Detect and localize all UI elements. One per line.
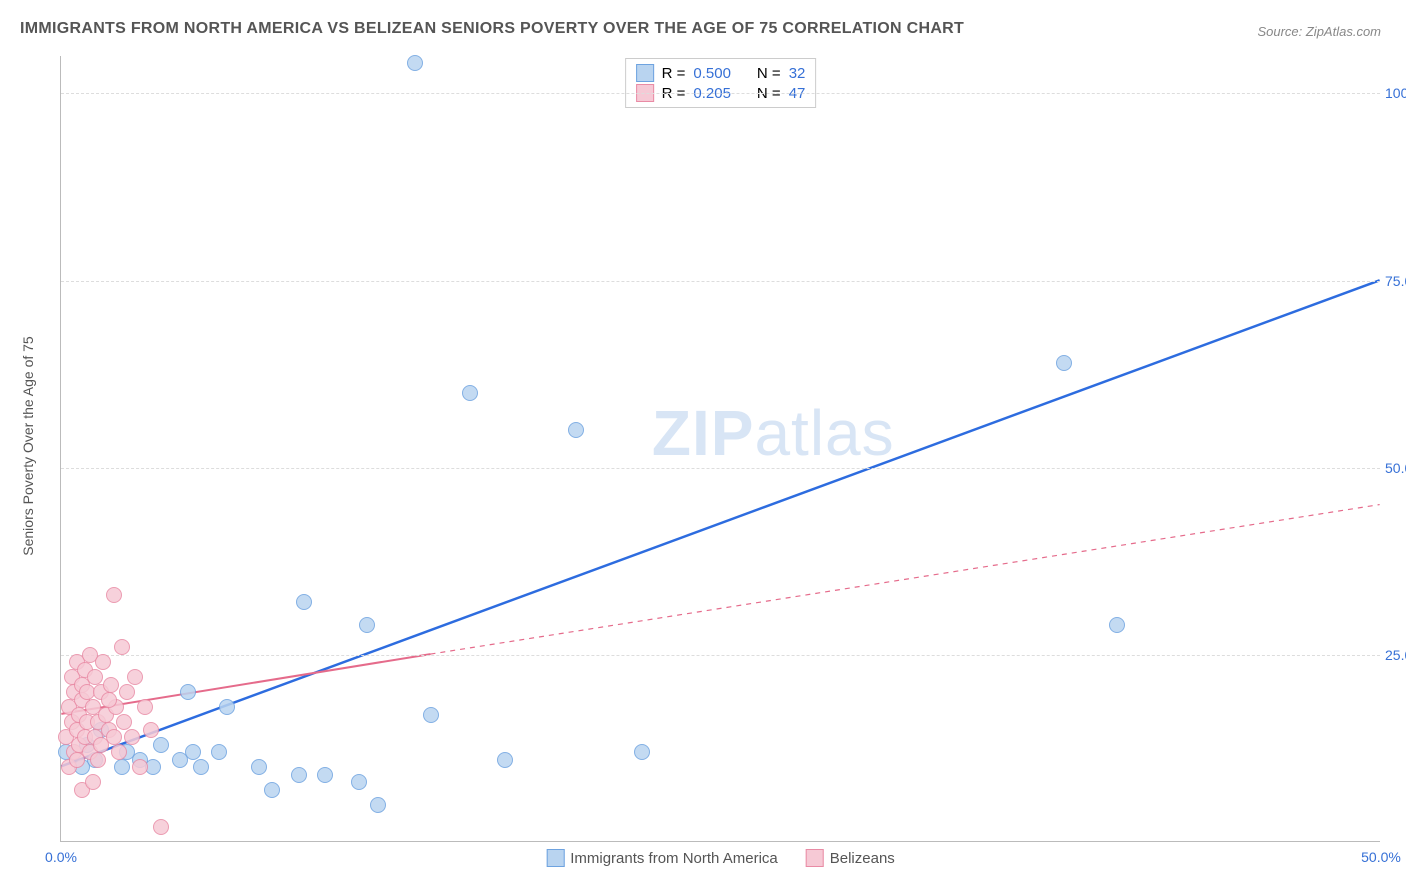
data-point-blue — [211, 744, 227, 760]
x-tick-label: 50.0% — [1361, 849, 1401, 865]
data-point-pink — [69, 752, 85, 768]
data-point-pink — [127, 669, 143, 685]
data-point-pink — [114, 639, 130, 655]
data-point-blue — [180, 684, 196, 700]
data-point-pink — [85, 774, 101, 790]
legend-label-blue: Immigrants from North America — [570, 850, 778, 867]
data-point-blue — [264, 782, 280, 798]
data-point-blue — [317, 767, 333, 783]
source-attribution: Source: ZipAtlas.com — [1257, 24, 1381, 39]
data-point-pink — [106, 587, 122, 603]
legend-r-blue-value: 0.500 — [693, 65, 731, 82]
data-point-pink — [153, 819, 169, 835]
data-point-pink — [103, 677, 119, 693]
legend-r-label: R = — [662, 65, 686, 82]
data-point-pink — [132, 759, 148, 775]
x-tick-label: 0.0% — [45, 849, 77, 865]
data-point-blue — [153, 737, 169, 753]
trend-line — [61, 280, 1379, 766]
data-point-pink — [116, 714, 132, 730]
legend-item-pink: Belizeans — [806, 849, 895, 867]
data-point-pink — [143, 722, 159, 738]
y-tick-label: 75.0% — [1385, 273, 1406, 289]
legend-label-pink: Belizeans — [830, 850, 895, 867]
legend-correlation-box: R = 0.500 N = 32 R = 0.205 N = 47 — [625, 58, 817, 108]
legend-series-box: Immigrants from North America Belizeans — [546, 849, 895, 867]
data-point-blue — [568, 422, 584, 438]
legend-item-blue: Immigrants from North America — [546, 849, 778, 867]
data-point-pink — [87, 669, 103, 685]
legend-n-label: N = — [757, 65, 781, 82]
watermark-atlas: atlas — [754, 397, 894, 469]
data-point-blue — [407, 55, 423, 71]
data-point-blue — [351, 774, 367, 790]
data-point-blue — [1056, 355, 1072, 371]
data-point-blue — [1109, 617, 1125, 633]
data-point-blue — [185, 744, 201, 760]
y-tick-label: 50.0% — [1385, 460, 1406, 476]
data-point-pink — [124, 729, 140, 745]
data-point-pink — [90, 752, 106, 768]
gridline-horizontal — [61, 655, 1380, 656]
data-point-blue — [370, 797, 386, 813]
gridline-horizontal — [61, 281, 1380, 282]
chart-title: IMMIGRANTS FROM NORTH AMERICA VS BELIZEA… — [20, 20, 964, 38]
data-point-blue — [462, 385, 478, 401]
data-point-blue — [291, 767, 307, 783]
data-point-blue — [219, 699, 235, 715]
data-point-pink — [137, 699, 153, 715]
y-tick-label: 25.0% — [1385, 647, 1406, 663]
swatch-blue — [546, 849, 564, 867]
trend-line — [430, 505, 1379, 655]
legend-n-blue-value: 32 — [789, 65, 806, 82]
plot-area: ZIPatlas R = 0.500 N = 32 R = 0.205 N = … — [60, 56, 1380, 842]
data-point-blue — [634, 744, 650, 760]
y-axis-label: Seniors Poverty Over the Age of 75 — [20, 336, 36, 555]
y-tick-label: 100.0% — [1385, 85, 1406, 101]
data-point-pink — [106, 729, 122, 745]
gridline-horizontal — [61, 468, 1380, 469]
trend-lines-layer — [61, 56, 1380, 841]
data-point-pink — [101, 692, 117, 708]
data-point-blue — [296, 594, 312, 610]
gridline-horizontal — [61, 93, 1380, 94]
data-point-pink — [119, 684, 135, 700]
data-point-blue — [114, 759, 130, 775]
data-point-blue — [251, 759, 267, 775]
legend-row-blue: R = 0.500 N = 32 — [636, 63, 806, 83]
data-point-blue — [359, 617, 375, 633]
data-point-blue — [193, 759, 209, 775]
data-point-pink — [95, 654, 111, 670]
data-point-pink — [111, 744, 127, 760]
data-point-blue — [497, 752, 513, 768]
swatch-blue — [636, 64, 654, 82]
watermark-zip: ZIP — [652, 397, 755, 469]
data-point-blue — [423, 707, 439, 723]
watermark: ZIPatlas — [652, 396, 895, 470]
swatch-pink — [806, 849, 824, 867]
chart-container: IMMIGRANTS FROM NORTH AMERICA VS BELIZEA… — [0, 0, 1406, 892]
